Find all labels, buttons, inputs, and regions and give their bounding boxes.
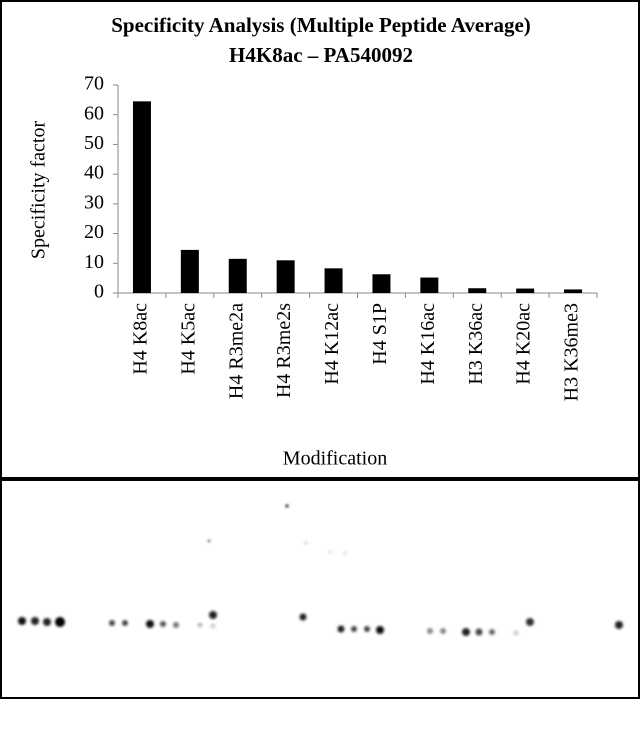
x-tick-label: H4 K20ac: [513, 303, 535, 385]
y-axis-label: Specificity factor: [28, 121, 50, 260]
blot-dot: [304, 541, 308, 545]
blot-dot: [209, 611, 217, 619]
chart-subtitle: H4K8ac – PA540092: [229, 43, 413, 67]
y-tick-label: 30: [84, 191, 104, 213]
chart-frame: [0, 0, 640, 479]
plot: 0 10 20 30 40 50 60 70 H4 K8ac H4 K5ac H4 R3me2a H4…: [84, 73, 598, 401]
blot-dot: [18, 617, 26, 625]
blot-dot: [207, 539, 211, 543]
blot-dot: [43, 618, 51, 626]
x-tick-label: H4 K12ac: [321, 303, 343, 385]
bar: [372, 274, 391, 293]
blot-dot: [526, 618, 534, 626]
x-tick-label: H4 R3me2a: [225, 303, 247, 399]
blot-dot: [146, 620, 154, 628]
blot-dot: [364, 626, 370, 632]
x-tick-label: H4 R3me2s: [273, 303, 295, 398]
blot-dot: [440, 628, 446, 634]
bar: [324, 268, 343, 293]
blot-dot: [210, 623, 216, 629]
blot-dot: [337, 625, 345, 633]
blot-dot: [197, 622, 203, 628]
bar: [564, 289, 583, 293]
x-tick-label: H4 K5ac: [177, 303, 199, 375]
y-tick-label: 60: [84, 102, 104, 124]
blot-dot: [376, 626, 384, 634]
y-tick-label: 50: [84, 132, 104, 154]
bar: [228, 258, 247, 293]
bar: [180, 249, 199, 293]
blot-dot: [109, 620, 115, 626]
blot-dot: [31, 617, 39, 625]
blot-dot: [343, 551, 347, 555]
y-tick-label: 10: [84, 251, 104, 273]
blot-dot: [173, 622, 179, 628]
blot-dot: [299, 613, 307, 621]
y-tick-label: 40: [84, 162, 104, 184]
bar: [468, 288, 487, 293]
dot-blot: [18, 504, 623, 636]
blot-dot: [122, 620, 128, 626]
x-tick-label: H4 K16ac: [417, 303, 439, 385]
y-tick-label: 0: [94, 281, 104, 303]
bar: [132, 101, 151, 293]
blot-dot: [489, 629, 495, 635]
blot-dot: [328, 550, 332, 554]
blot-dot: [285, 504, 289, 508]
x-tick-label: H4 K8ac: [130, 303, 152, 375]
bar: [420, 277, 439, 293]
blot-frame: [0, 479, 640, 699]
y-tick-label: 20: [84, 221, 104, 243]
x-tick-label: H3 K36me3: [561, 303, 583, 401]
x-tick-label: H3 K36ac: [465, 303, 487, 385]
blot-dot: [351, 626, 357, 632]
blot-dot: [462, 628, 470, 636]
x-axis-label: Modification: [283, 448, 387, 470]
x-tick-label: H4 S1P: [369, 303, 391, 365]
y-tick-label: 70: [84, 73, 104, 95]
blot-dot: [475, 628, 483, 636]
blot-dot: [55, 617, 65, 627]
bar: [516, 288, 535, 293]
chart-title: Specificity Analysis (Multiple Peptide A…: [111, 13, 531, 37]
blot-dot: [513, 630, 519, 636]
blot-dot: [427, 628, 433, 634]
blot-dot: [160, 621, 166, 627]
blot-dot: [615, 621, 623, 629]
bar: [276, 260, 295, 293]
